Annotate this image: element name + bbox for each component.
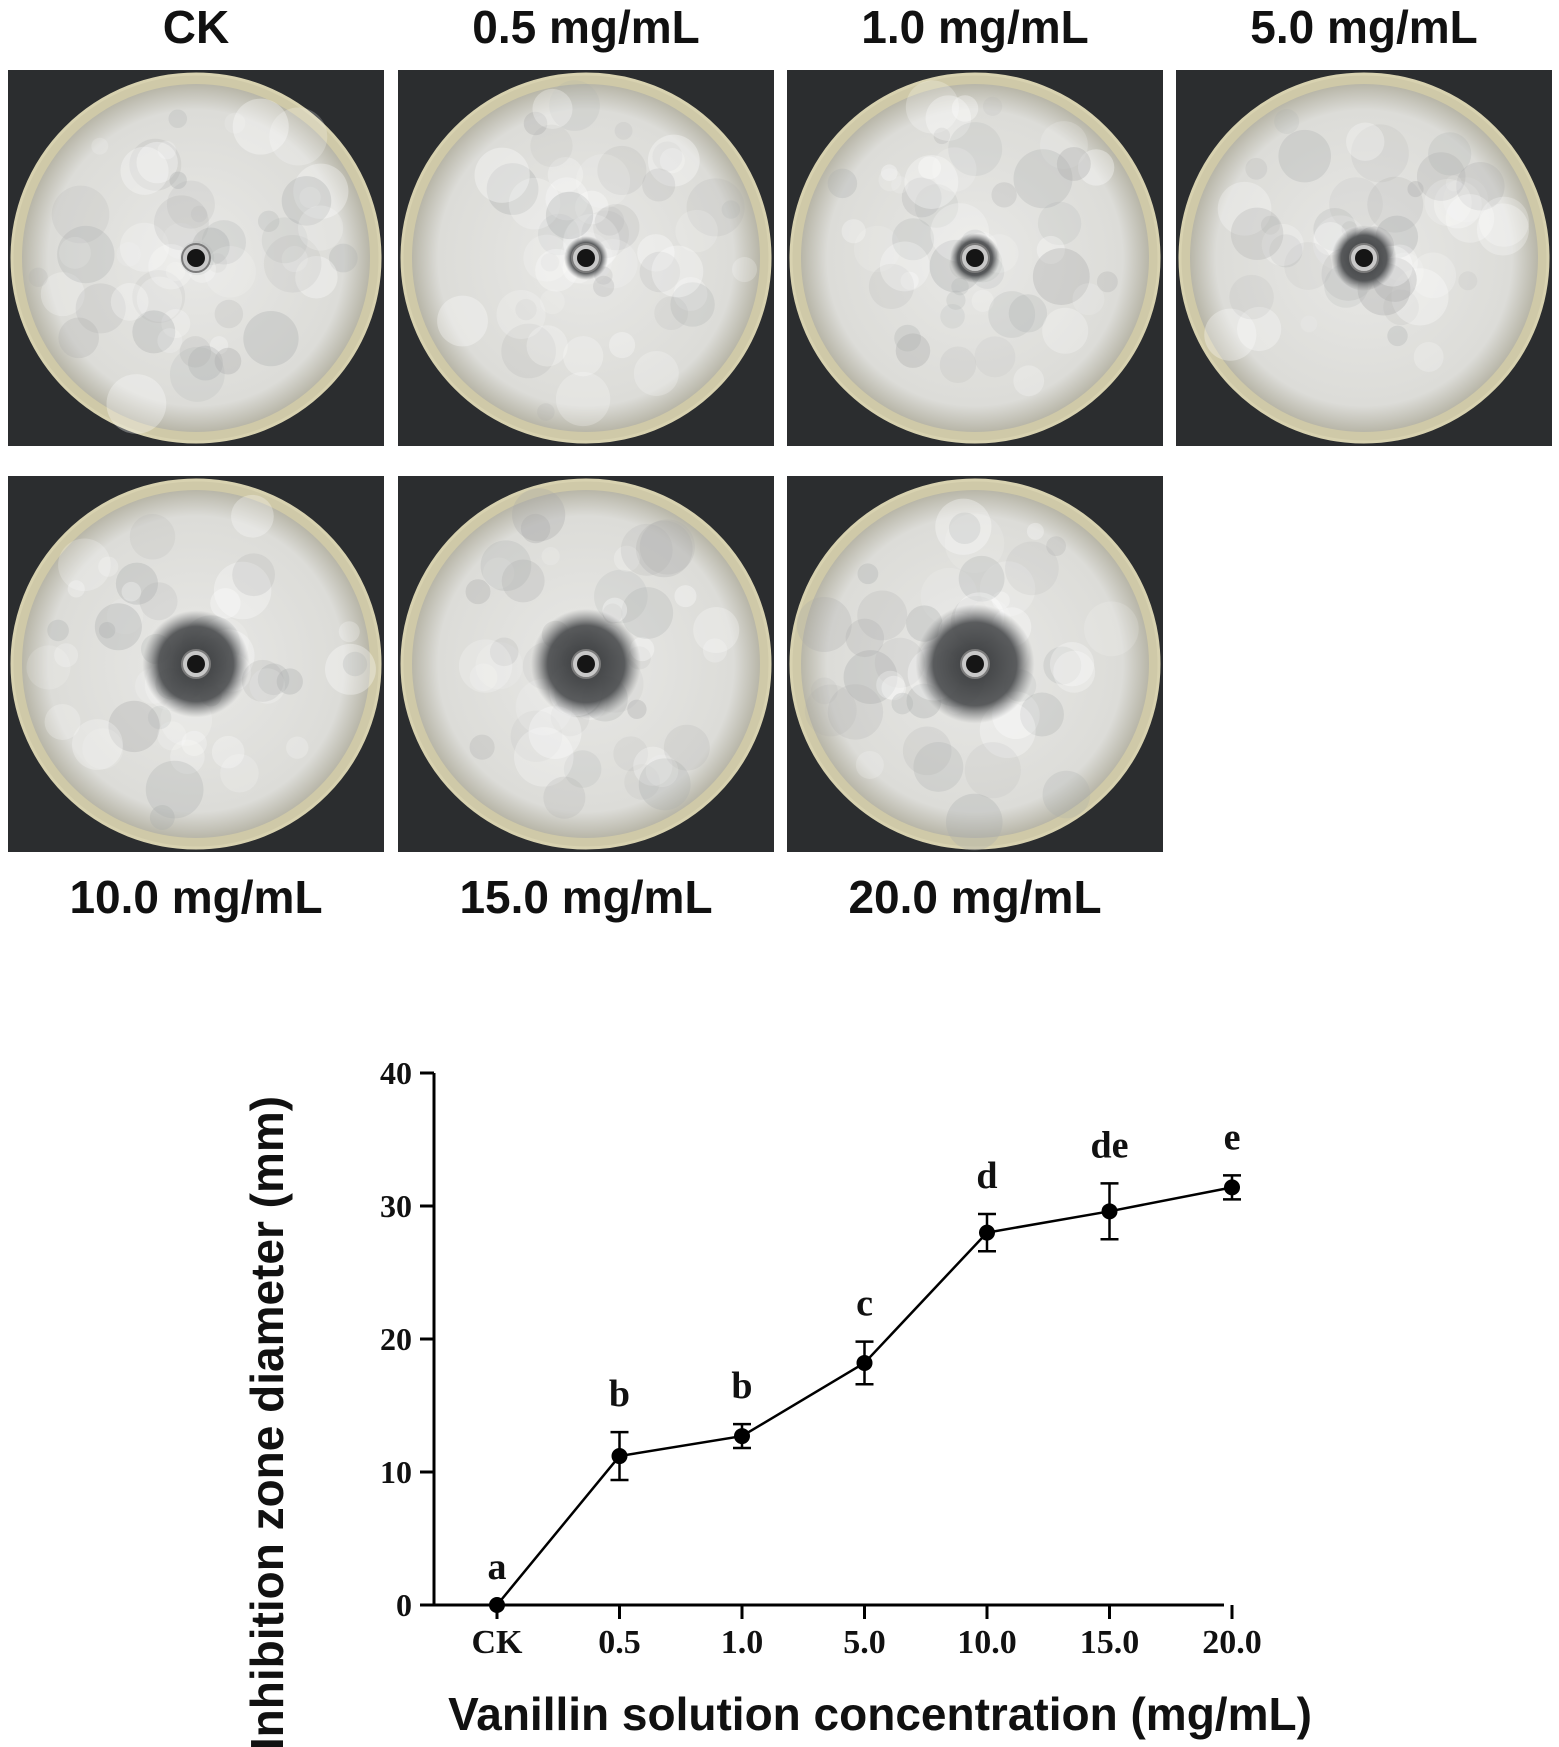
series-line <box>496 1186 1233 1606</box>
significance-label: b <box>609 1373 630 1415</box>
x-tick-label: 15.0 <box>1080 1624 1140 1661</box>
y-tick-label: 40 <box>380 1055 412 1091</box>
data-point <box>489 1597 505 1613</box>
petri-dish-photo-0-5 <box>398 70 774 446</box>
petri-dish-photo-15-0 <box>398 476 774 852</box>
panel-label-1-0: 1.0 mg/mL <box>861 1 1089 53</box>
x-tick-label: 5.0 <box>843 1624 886 1661</box>
panel-label-15-0: 15.0 mg/mL <box>459 871 713 923</box>
panel-label-0-5: 0.5 mg/mL <box>472 1 700 53</box>
petri-dish-photo-ck <box>8 70 384 446</box>
panel-label-20-0: 20.0 mg/mL <box>848 871 1102 923</box>
y-tick-label: 10 <box>380 1454 412 1490</box>
petri-dish-photo-1-0 <box>787 70 1163 446</box>
panel-label-10-0: 10.0 mg/mL <box>69 871 323 923</box>
data-point <box>1101 1203 1118 1220</box>
petri-dish-photo-10-0 <box>8 476 384 852</box>
significance-label: de <box>1091 1124 1129 1166</box>
y-tick-label: 0 <box>396 1587 412 1623</box>
significance-label: e <box>1224 1116 1241 1158</box>
x-tick-label: CK <box>472 1624 524 1661</box>
data-point <box>734 1428 750 1445</box>
panel-label-5-0: 5.0 mg/mL <box>1250 1 1478 53</box>
x-tick-label: 10.0 <box>957 1624 1017 1661</box>
chart-axes: 0 10 20 30 40 CK 0.5 1.0 5.0 10.0 15.0 20.0 <box>380 1055 1262 1661</box>
y-tick-label: 30 <box>380 1188 412 1224</box>
y-axis-title: Inhibition zone diameter (mm) <box>241 1096 293 1747</box>
x-axis-title: Vanillin solution concentration (mg/mL) <box>448 1688 1312 1740</box>
significance-label: d <box>976 1155 997 1197</box>
inhibition-line-chart: Inhibition zone diameter (mm) Vanillin s… <box>241 1055 1312 1747</box>
data-point <box>611 1448 628 1465</box>
significance-label: a <box>488 1546 507 1588</box>
y-tick-label: 20 <box>380 1321 412 1357</box>
panel-label-ck: CK <box>162 1 230 53</box>
petri-dish-photo-5-0 <box>1176 70 1552 446</box>
chart-series: a b b c d de e <box>488 1116 1241 1613</box>
data-point <box>979 1224 995 1241</box>
significance-label: c <box>856 1283 873 1325</box>
petri-dish-photo-20-0 <box>787 476 1163 852</box>
data-point <box>1224 1179 1240 1196</box>
data-point <box>856 1354 873 1371</box>
x-tick-label: 1.0 <box>721 1624 764 1661</box>
x-tick-label: 20.0 <box>1202 1624 1262 1661</box>
x-tick-label: 0.5 <box>598 1624 641 1661</box>
significance-label: b <box>731 1365 752 1407</box>
